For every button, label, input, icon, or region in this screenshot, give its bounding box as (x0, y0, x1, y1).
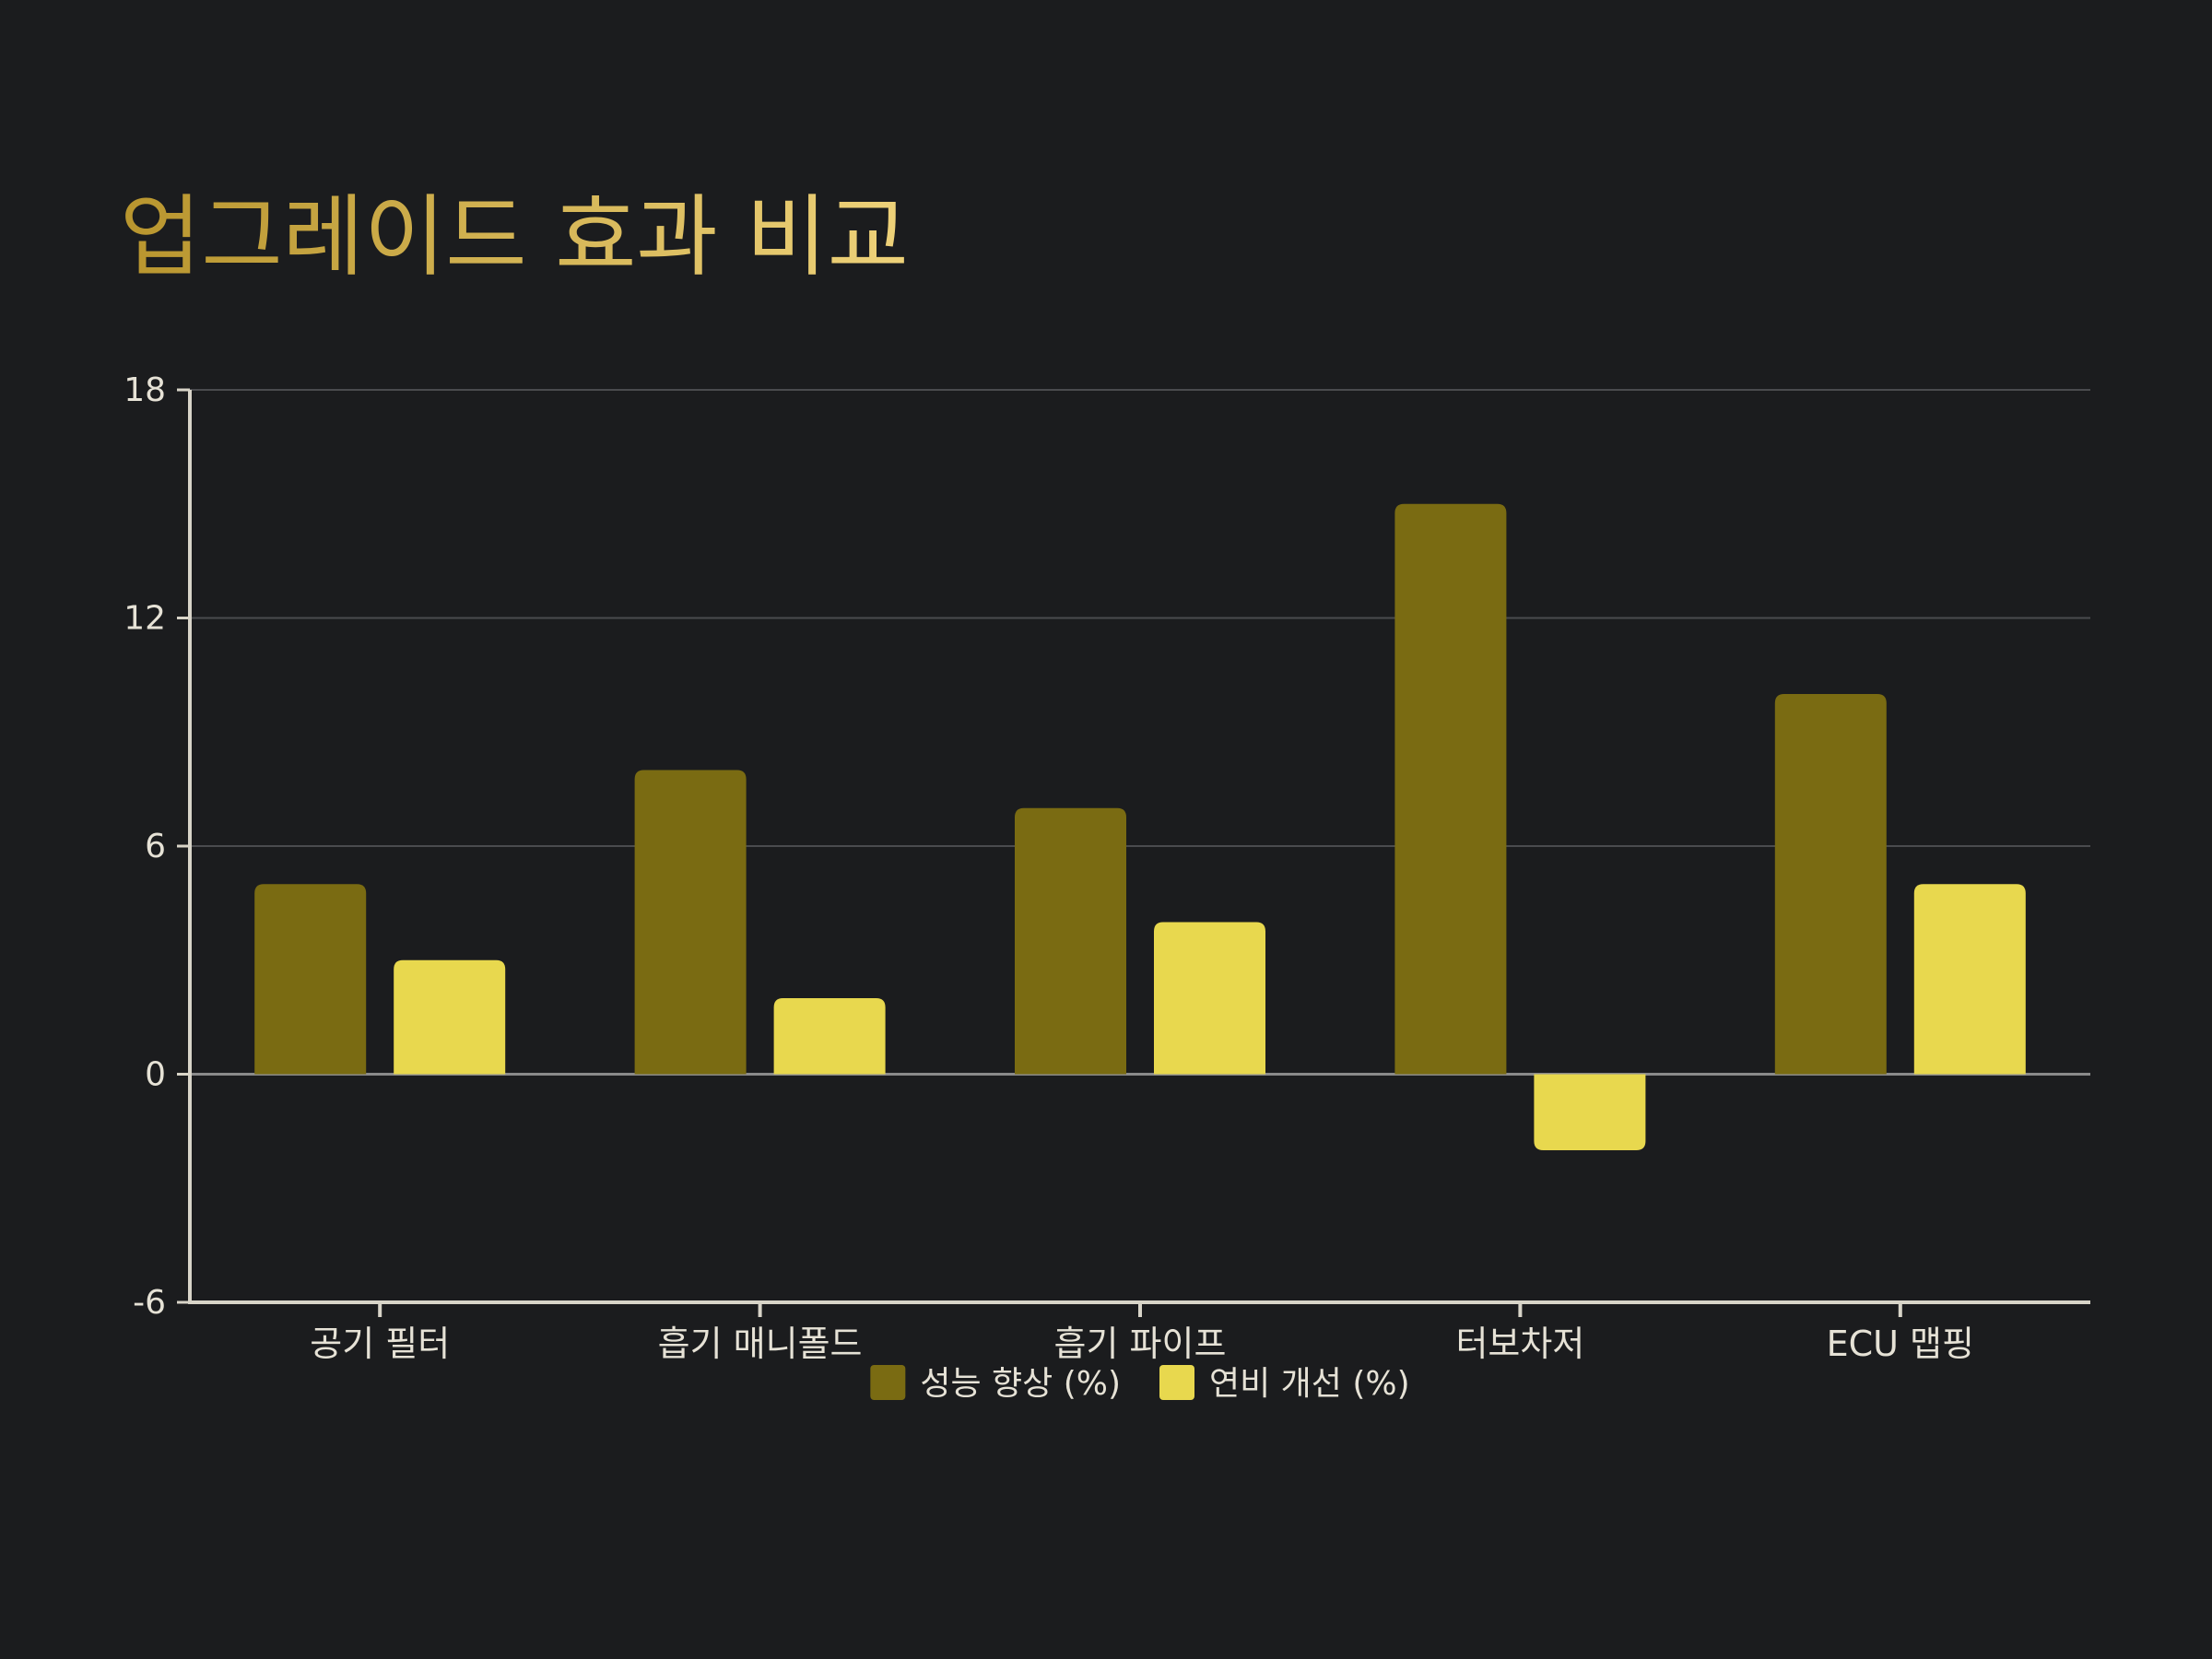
bar-fuel-economy (773, 998, 886, 1075)
bar-performance (634, 770, 747, 1075)
legend: 성능 향상 (%) 연비 개선 (%) (870, 1365, 1410, 1403)
y-tick-label: 6 (145, 828, 166, 865)
legend-swatch (870, 1365, 906, 1400)
axes (177, 388, 2090, 1317)
y-tick-label: 18 (124, 371, 166, 409)
bar-fuel-economy (394, 959, 506, 1075)
x-tick-label: ECU 맵핑 (1827, 1324, 1974, 1364)
grid-lines (190, 389, 2090, 1076)
x-tick-labels: 공기 필터 흡기 매니폴드 흡기 파이프 터보차저 ECU 맵핑 (310, 1324, 1974, 1364)
bar-fuel-economy (1154, 922, 1265, 1075)
bar-fuel-economy (1534, 1074, 1646, 1150)
x-tick-label: 터보차저 (1455, 1324, 1584, 1364)
y-tick-labels: -6 0 6 12 18 (124, 371, 166, 1322)
legend-label: 성능 향상 (%) (920, 1365, 1121, 1403)
chart-title: 업그레이드 효과 비교 (120, 185, 909, 288)
y-tick-label: -6 (133, 1284, 166, 1322)
bar-performance (1774, 694, 1887, 1075)
x-tick-label: 흡기 파이프 (1054, 1324, 1227, 1364)
legend-item: 연비 개선 (%) (1159, 1365, 1410, 1403)
legend-label: 연비 개선 (%) (1209, 1365, 1410, 1403)
bar-performance (1015, 807, 1126, 1075)
legend-item: 성능 향상 (%) (870, 1365, 1121, 1403)
y-tick-label: 12 (124, 600, 166, 638)
x-tick-label: 공기 필터 (310, 1324, 450, 1364)
bar-performance (254, 884, 367, 1075)
bar-fuel-economy (1913, 884, 2026, 1075)
bars (254, 503, 2026, 1150)
x-tick-label: 흡기 매니폴드 (658, 1324, 863, 1364)
bar-performance (1394, 503, 1507, 1075)
y-tick-label: 0 (145, 1056, 166, 1094)
legend-swatch (1159, 1365, 1194, 1400)
